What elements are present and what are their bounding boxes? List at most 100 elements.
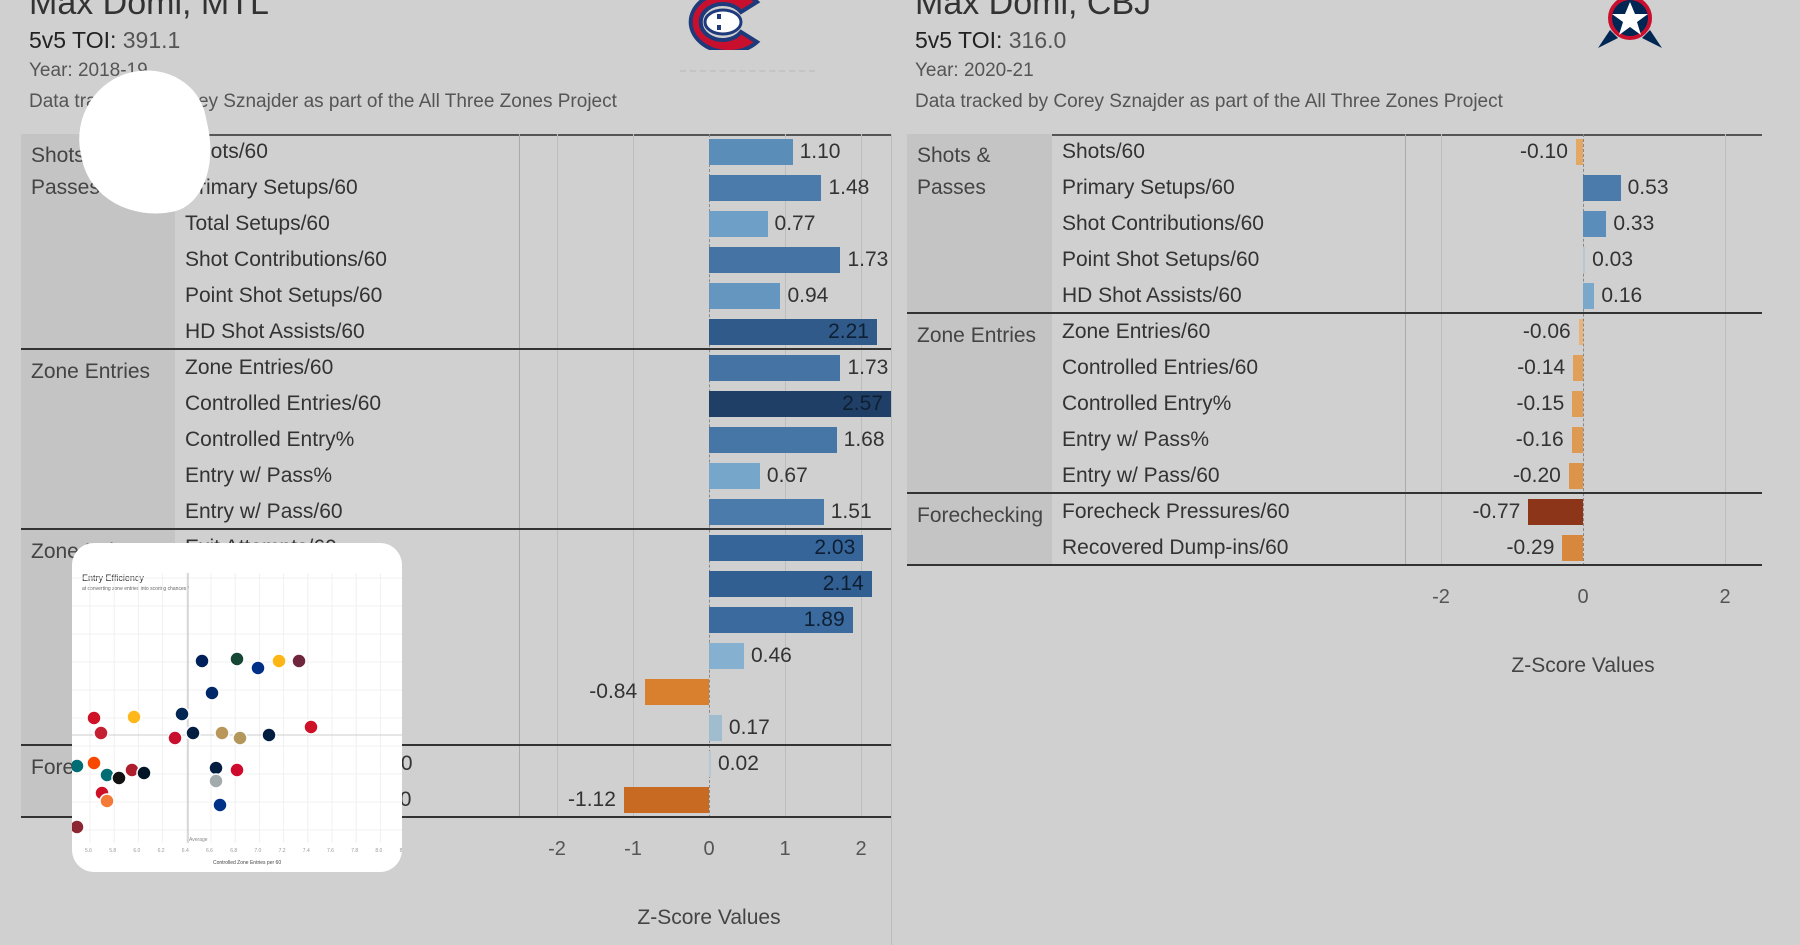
value-label: 1.68 <box>843 428 885 451</box>
bar[interactable] <box>709 535 864 561</box>
left-player-title: Max Domi, MTL <box>29 0 269 22</box>
metric-label: HD Shot Assists/60 <box>185 320 365 343</box>
metric-label: Entry w/ Pass% <box>1062 428 1210 451</box>
value-label: 0.77 <box>774 212 816 235</box>
bar[interactable] <box>709 319 877 345</box>
bar[interactable] <box>709 211 768 237</box>
bar[interactable] <box>709 571 872 597</box>
team-logo-marker <box>229 651 245 667</box>
value-label: -1.12 <box>568 788 616 811</box>
inset-x-tick: 6.6 <box>206 848 213 854</box>
bar[interactable] <box>709 139 793 165</box>
right-toi: 5v5 TOI: 316.0 <box>915 27 1066 54</box>
metric-label: Total Setups/60 <box>185 212 330 235</box>
value-label: 1.10 <box>799 140 841 163</box>
bar[interactable] <box>709 391 891 417</box>
bar[interactable] <box>709 499 824 525</box>
team-logo-marker <box>212 797 228 813</box>
team-logo-marker <box>111 770 127 786</box>
team-logo-marker <box>204 685 220 701</box>
inset-x-tick: 6.8 <box>230 848 238 854</box>
bar[interactable] <box>709 283 781 309</box>
team-logo-marker <box>232 730 248 746</box>
metric-label: Forecheck Pressures/60 <box>1062 500 1290 523</box>
right-year: Year: 2020-21 <box>915 60 1034 81</box>
bar[interactable] <box>709 607 853 633</box>
bar[interactable] <box>709 247 841 273</box>
bar[interactable] <box>709 715 722 741</box>
bar[interactable] <box>1575 139 1583 165</box>
metric-label: Point Shot Setups/60 <box>1062 248 1260 271</box>
bar[interactable] <box>1583 283 1595 309</box>
bar[interactable] <box>709 751 711 777</box>
inset-x-tick: 8.0 <box>375 848 383 854</box>
metric-group: Forechecking <box>907 494 1762 566</box>
group-label: Zone Entries <box>917 324 1037 347</box>
table-top-border <box>907 134 1762 568</box>
metric-label: Entry w/ Pass% <box>185 464 333 487</box>
axis-tick: -2 <box>548 838 566 860</box>
bar[interactable] <box>709 427 837 453</box>
inset-x-label: Controlled Zone Entries per 60 <box>213 860 282 866</box>
bar[interactable] <box>709 463 760 489</box>
inset-x-tick: 7.6 <box>327 848 334 854</box>
team-logo-marker <box>72 819 85 835</box>
metric-label: Primary Setups/60 <box>185 176 358 199</box>
inset-x-tick: 8. <box>399 848 402 854</box>
inset-x-tick: 6.0 <box>133 848 141 854</box>
axis-title: Z-Score Values <box>1511 654 1655 677</box>
bar[interactable] <box>1571 427 1583 453</box>
team-logo-marker <box>208 760 224 776</box>
value-label: 0.03 <box>1592 248 1633 271</box>
metric-label: Entry w/ Pass/60 <box>185 500 343 523</box>
inset-x-tick: 6.4 <box>181 848 189 854</box>
inset-x-tick: 7.2 <box>278 848 286 854</box>
bar[interactable] <box>645 679 709 705</box>
right-credit: Data tracked by Corey Sznajder as part o… <box>915 91 1503 112</box>
bar[interactable] <box>1583 175 1621 201</box>
group-label: Zone Entries <box>31 360 151 383</box>
bar[interactable] <box>1528 499 1583 525</box>
bar[interactable] <box>1573 355 1583 381</box>
table-top-border <box>21 134 891 820</box>
team-logo-marker <box>86 710 102 726</box>
metric-group: Zone Entries <box>907 314 1762 494</box>
value-label: 1.73 <box>847 356 889 379</box>
bar[interactable] <box>709 643 744 669</box>
bar[interactable] <box>709 175 822 201</box>
bar[interactable] <box>1583 211 1607 237</box>
axis-tick: -1 <box>624 838 642 860</box>
metric-label: Controlled Entries/60 <box>185 392 382 415</box>
inset-x-tick: 7.8 <box>351 848 359 854</box>
inset-scatter <box>72 573 402 843</box>
bar[interactable] <box>1568 463 1583 489</box>
metric-label: HD Shot Assists/60 <box>1062 284 1242 307</box>
group-label: Forechecking <box>917 504 1044 527</box>
value-label: 1.73 <box>847 248 889 271</box>
inset-x-tick: 5.6 <box>85 848 92 854</box>
value-label: -0.10 <box>1520 140 1568 163</box>
metric-label: Controlled Entries/60 <box>1062 356 1259 379</box>
bar[interactable] <box>709 355 841 381</box>
metric-label: Recovered Dump-ins/60 <box>1062 536 1289 559</box>
metric-label: Controlled Entry% <box>185 428 355 451</box>
bar[interactable] <box>623 787 709 813</box>
metric-label: Shots/60 <box>1062 140 1145 163</box>
metric-group: Zone Entries <box>21 350 891 530</box>
value-label: 0.33 <box>1613 212 1655 235</box>
inset-x-tick: 7.0 <box>254 848 262 854</box>
bar[interactable] <box>1572 391 1583 417</box>
inset-subtitle: at converting zone entries into scoring … <box>82 586 190 592</box>
value-label: 0.67 <box>766 464 808 487</box>
value-label: 2.03 <box>814 536 856 559</box>
bar[interactable] <box>1583 247 1586 273</box>
value-label: -0.15 <box>1516 392 1565 415</box>
columbus-blue-jackets-logo <box>1598 0 1662 48</box>
value-label: -0.14 <box>1517 356 1566 379</box>
bar[interactable] <box>1562 535 1583 561</box>
team-logo-marker <box>174 706 190 722</box>
bar[interactable] <box>1578 319 1583 345</box>
toi-value: 316.0 <box>1008 27 1067 53</box>
metric-group: Shots & Passes <box>907 134 1762 314</box>
metric-label: Point Shot Setups/60 <box>185 284 383 307</box>
